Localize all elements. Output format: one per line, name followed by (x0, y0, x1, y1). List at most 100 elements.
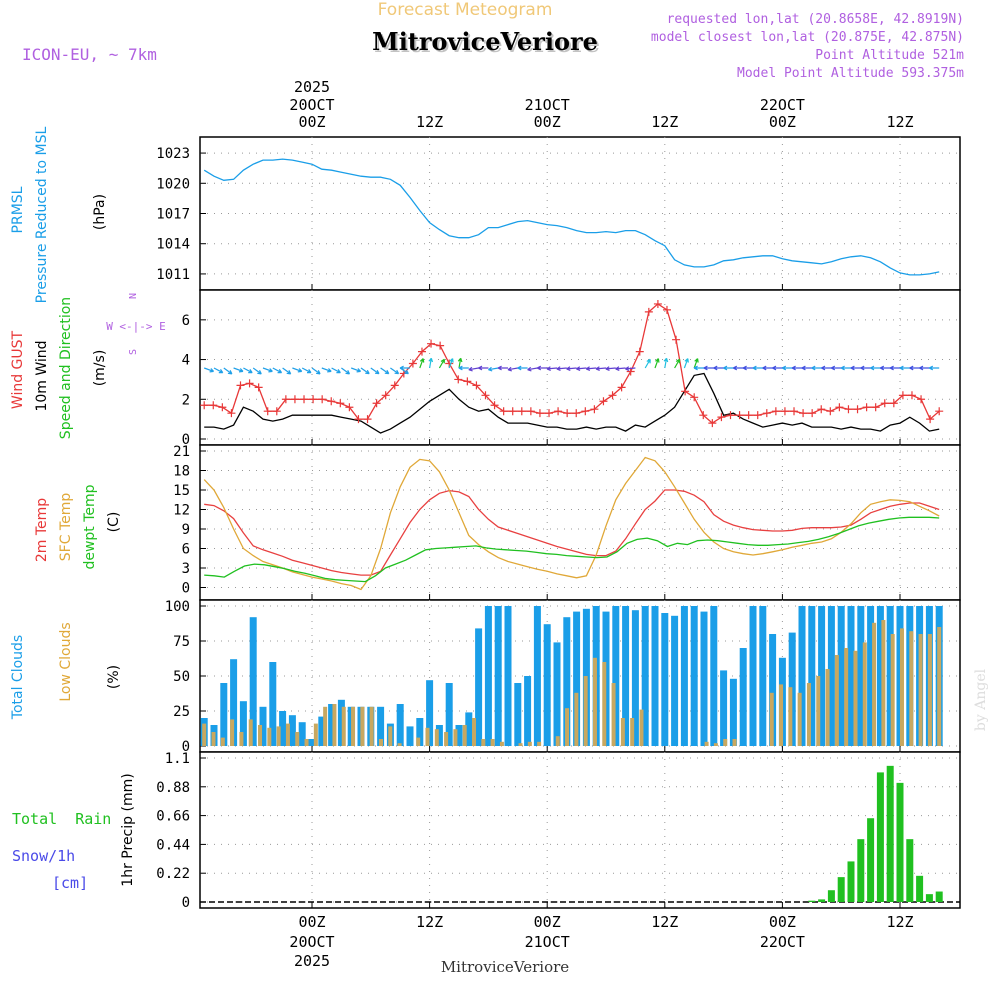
total-cloud-bar (220, 683, 228, 746)
low-cloud-bar (453, 729, 458, 746)
top-tick-label: 00Z (534, 113, 561, 131)
total-cloud-bar (533, 606, 541, 746)
snow-unit-label: [cm] (52, 874, 88, 892)
gust-marker (300, 395, 309, 404)
wind-direction-arrow (683, 358, 689, 369)
low-cloud-bar (425, 727, 430, 746)
bottom-tick-label: 12Z (651, 913, 678, 931)
total-cloud-bar (416, 718, 424, 746)
chart-header: Forecast Meteogram MitroviceVeriore Mitr… (22, 0, 989, 731)
total-cloud-bar (798, 606, 806, 746)
wind-direction-arrow (752, 365, 763, 371)
low-cloud-bar (304, 739, 309, 746)
low-cloud-bar (713, 743, 718, 746)
bottom-date-label: 21OCT (525, 933, 570, 951)
low-cloud-bar (434, 729, 439, 746)
gust-marker (907, 391, 916, 400)
y-tick-label: 0 (182, 581, 190, 597)
low-cloud-bar (806, 683, 811, 746)
low-cloud-bar (611, 683, 616, 746)
gust-marker (590, 405, 599, 414)
gust-marker (599, 397, 608, 406)
total-cloud-bar (729, 678, 737, 746)
gust-marker (681, 387, 690, 396)
wind-direction-arrow (566, 366, 577, 371)
y-tick-label: 6 (182, 313, 190, 329)
total-cloud-bar (426, 680, 434, 746)
model-point-altitude: Model Point Altitude 593.375m (737, 66, 964, 81)
wind-direction-arrow (350, 367, 362, 373)
gust-marker (309, 395, 318, 404)
gust-marker (889, 399, 898, 408)
y-tick-label: 1.1 (165, 751, 190, 767)
y-tick-label: 0 (182, 432, 190, 448)
y-tick-label: 0.44 (156, 837, 190, 853)
wind-direction-arrow (556, 366, 567, 371)
low-cloud-bar (723, 739, 728, 746)
low-cloud-bar (369, 706, 374, 746)
panel-temperature: 21 18 15 12 9 6 3 0 (173, 444, 961, 601)
top-date-label: 22OCT (760, 96, 805, 114)
wind-direction-arrow (674, 358, 681, 369)
total-cloud-bar (406, 726, 414, 746)
compass-west-east: W <-|-> E (106, 320, 166, 333)
y-tick-label: 75 (173, 634, 190, 650)
gust-marker (780, 407, 789, 416)
low-cloud-bar (360, 706, 365, 746)
low-clouds-label: Low Clouds (58, 622, 74, 701)
total-cloud-bar (269, 662, 277, 746)
wind-direction-arrow (203, 367, 215, 373)
wind-direction-arrow (811, 365, 822, 371)
gust-marker (853, 405, 862, 414)
wind-direction-arrow (478, 365, 489, 371)
total-cloud-bar (886, 606, 894, 746)
series-line-sfc-temp (203, 456, 940, 591)
rain-bar (857, 839, 865, 902)
bottom-tick-label: 12Z (886, 913, 913, 931)
total-cloud-bar (876, 606, 884, 746)
gust-marker (572, 409, 581, 418)
wind-direction-arrow (860, 365, 871, 371)
low-cloud-bar (444, 732, 449, 746)
gust-marker (390, 381, 399, 390)
wind-direction-arrow (879, 365, 891, 371)
low-cloud-bar (341, 706, 346, 746)
rain-bar (876, 772, 884, 902)
top-tick-label: 12Z (651, 113, 678, 131)
wind-direction-arrow (233, 367, 244, 373)
point-altitude: Point Altitude 521m (815, 48, 964, 63)
y-tick-label: 2 (182, 392, 190, 408)
panel-precip: 1.1 0.88 0.66 0.44 0.22 0 (156, 751, 961, 911)
total-cloud-bar (808, 606, 816, 746)
gust-marker (653, 299, 662, 308)
low-cloud-bar (267, 727, 272, 746)
wind-direction-arrow (438, 358, 445, 369)
rain-label: Total Rain (12, 810, 111, 828)
total-cloud-bar (739, 648, 747, 746)
low-cloud-bar (285, 723, 290, 746)
total-cloud-bar (298, 722, 306, 746)
y-tick-label: 21 (173, 444, 190, 460)
low-cloud-bar (313, 723, 318, 746)
low-cloud-bar (788, 687, 793, 746)
total-cloud-bar (288, 715, 296, 746)
wind-direction-arrow (341, 367, 351, 375)
gust-marker (726, 411, 735, 420)
total-cloud-bar (690, 606, 698, 746)
wind-direction-arrow (654, 358, 660, 369)
compass-south: S (128, 349, 139, 355)
wind-direction-arrow (693, 358, 699, 369)
wind-direction-arrow (595, 366, 607, 371)
low-cloud-bar (630, 718, 635, 746)
top-tick-label: 12Z (416, 113, 443, 131)
gust-marker (662, 305, 671, 314)
low-cloud-bar (555, 736, 560, 746)
gust-marker (345, 403, 354, 412)
low-cloud-bar (816, 676, 821, 746)
gust-marker (708, 419, 717, 428)
temp-2m-label: 2m Temp (34, 498, 50, 562)
wind-direction-arrow (527, 366, 538, 372)
gust-marker (254, 383, 263, 392)
total-cloud-bar (445, 683, 453, 746)
